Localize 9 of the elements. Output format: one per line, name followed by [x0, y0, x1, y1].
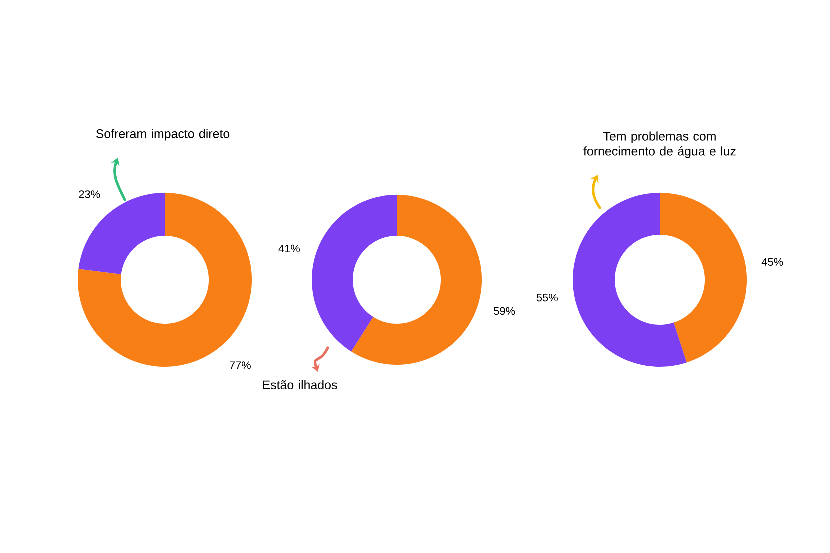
data-label: 41% — [278, 244, 300, 253]
data-label: 59% — [494, 307, 516, 316]
data-label: 45% — [762, 258, 784, 266]
data-label: 55% — [536, 294, 558, 302]
data-label: 77% — [230, 362, 251, 370]
slice-label: Estão ilhados — [263, 380, 338, 390]
slice-label: Sofreram impacto direto — [96, 129, 230, 141]
data-label: 23% — [79, 190, 100, 198]
slice-label: Tem problemas com fornecimento de água e luz — [584, 132, 736, 158]
